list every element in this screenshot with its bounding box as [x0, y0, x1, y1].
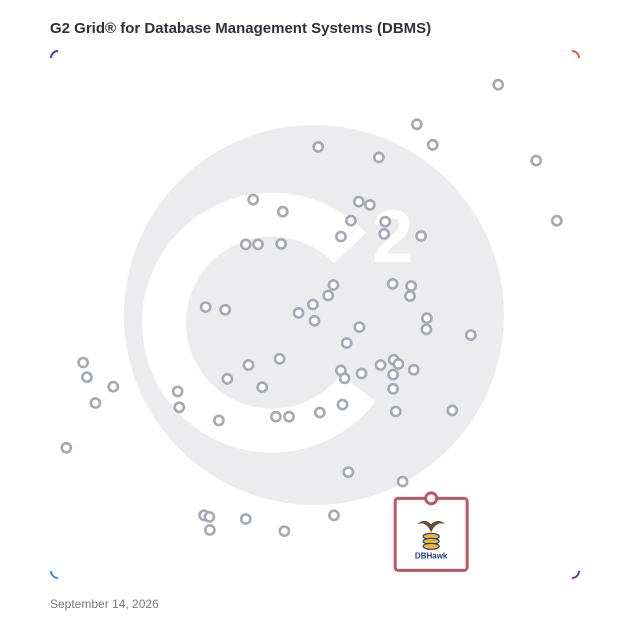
page-title: G2 Grid® for Database Management Systems…	[50, 20, 432, 37]
product-point[interactable]	[374, 359, 387, 371]
product-point[interactable]	[60, 441, 73, 454]
product-point[interactable]	[203, 524, 216, 536]
product-point[interactable]	[89, 397, 102, 409]
product-point[interactable]	[239, 238, 252, 251]
product-point[interactable]	[338, 372, 351, 385]
product-point[interactable]	[203, 511, 216, 523]
date-label: September 14, 2026	[50, 597, 159, 611]
product-point[interactable]	[199, 301, 212, 313]
product-point[interactable]	[352, 195, 365, 208]
product-point[interactable]	[355, 367, 368, 380]
product-point[interactable]	[313, 406, 326, 419]
product-point[interactable]	[550, 214, 563, 227]
highlighted-product[interactable]: DBHawk	[393, 491, 469, 572]
product-point[interactable]	[363, 198, 376, 211]
product-point[interactable]	[275, 237, 288, 250]
product-point[interactable]	[327, 279, 340, 291]
highlight-marker[interactable]	[424, 491, 439, 506]
product-point[interactable]	[107, 380, 120, 393]
product-point[interactable]	[410, 118, 423, 131]
product-point[interactable]	[387, 368, 399, 381]
product-point[interactable]	[530, 154, 543, 167]
product-point[interactable]	[219, 303, 232, 316]
product-point[interactable]	[342, 466, 355, 478]
product-point[interactable]	[322, 289, 335, 302]
product-point[interactable]	[173, 401, 186, 414]
product-point[interactable]	[336, 398, 349, 411]
data-points	[60, 78, 563, 537]
product-point[interactable]	[306, 298, 319, 311]
product-point[interactable]	[407, 363, 420, 376]
product-point[interactable]	[308, 314, 321, 327]
product-point[interactable]	[404, 290, 416, 302]
product-point[interactable]	[292, 306, 305, 319]
product-point[interactable]	[344, 214, 357, 227]
product-point[interactable]	[464, 329, 477, 341]
product-point[interactable]	[386, 277, 399, 290]
product-point[interactable]	[278, 525, 291, 537]
product-point[interactable]	[353, 321, 366, 333]
product-point[interactable]	[415, 230, 427, 242]
product-point[interactable]	[372, 151, 385, 164]
product-point[interactable]	[387, 382, 399, 395]
product-point[interactable]	[334, 230, 347, 243]
product-point[interactable]	[242, 359, 255, 371]
product-point[interactable]	[252, 238, 264, 251]
product-point[interactable]	[426, 138, 439, 151]
product-point[interactable]	[446, 404, 459, 417]
product-point[interactable]	[312, 140, 325, 153]
product-point[interactable]	[171, 385, 184, 398]
product-point[interactable]	[283, 410, 295, 423]
product-point[interactable]	[328, 509, 340, 522]
product-point[interactable]	[378, 227, 391, 240]
product-point[interactable]	[273, 352, 286, 365]
product-point[interactable]	[405, 280, 417, 292]
product-point[interactable]	[396, 475, 409, 488]
product-point[interactable]	[77, 356, 90, 369]
product-point[interactable]	[81, 371, 93, 384]
product-point[interactable]	[221, 372, 234, 385]
highlight-label: DBHawk	[415, 551, 448, 560]
product-point[interactable]	[256, 381, 269, 394]
product-point[interactable]	[247, 193, 260, 206]
product-point[interactable]	[392, 358, 405, 370]
product-point[interactable]	[492, 78, 505, 91]
product-point[interactable]	[269, 410, 282, 423]
product-point[interactable]	[340, 337, 353, 349]
svg-text:2: 2	[372, 195, 413, 278]
dbhawk-logo-icon	[417, 520, 446, 550]
product-point[interactable]	[379, 215, 392, 228]
product-point[interactable]	[239, 513, 252, 525]
product-point[interactable]	[420, 312, 433, 325]
product-point[interactable]	[420, 323, 433, 336]
product-point[interactable]	[276, 205, 289, 218]
product-point[interactable]	[212, 414, 225, 427]
product-point[interactable]	[389, 405, 402, 418]
